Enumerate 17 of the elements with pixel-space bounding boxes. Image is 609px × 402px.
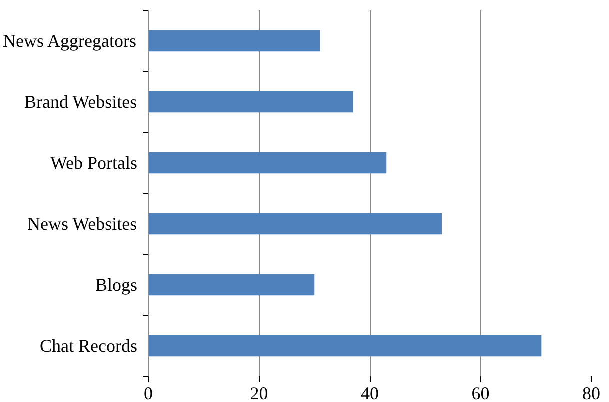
y-tick-label: Blogs [95,275,138,295]
x-tick-label: 0 [144,384,153,402]
x-tick-label: 60 [472,384,490,402]
bar [148,274,315,296]
x-tick-label: 80 [582,384,600,402]
bar [148,152,387,174]
bar [148,213,442,235]
y-tick-label: Brand Websites [24,92,138,112]
x-tick-label: 20 [250,384,268,402]
bar [148,335,542,357]
bar [148,30,320,52]
y-tick-label: News Websites [27,214,138,234]
y-tick-label: News Aggregators [3,31,137,51]
y-tick-label: Web Portals [50,153,138,173]
x-tick-label: 40 [361,384,379,402]
y-tick-label: Chat Records [40,336,138,356]
bar [148,91,354,113]
